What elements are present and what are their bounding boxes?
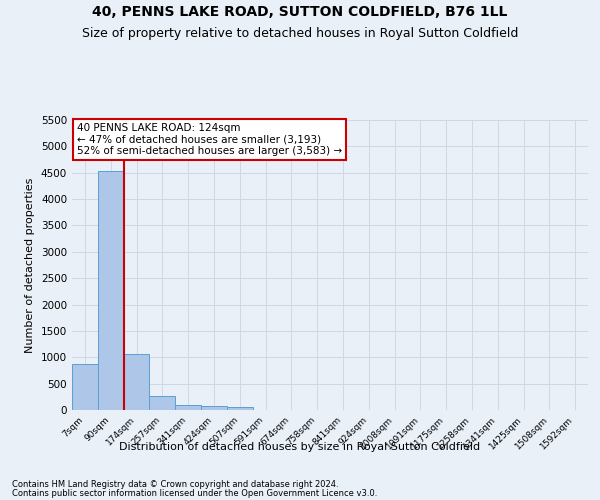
Bar: [175, 406, 201, 410]
Y-axis label: Number of detached properties: Number of detached properties: [25, 178, 35, 352]
Text: Distribution of detached houses by size in Royal Sutton Coldfield: Distribution of detached houses by size …: [119, 442, 481, 452]
Bar: [149, 396, 175, 410]
Bar: [98, 170, 124, 410]
Bar: [124, 354, 149, 410]
Text: 40, PENNS LAKE ROAD, SUTTON COLDFIELD, B76 1LL: 40, PENNS LAKE ROAD, SUTTON COLDFIELD, B…: [92, 5, 508, 19]
Bar: [227, 407, 253, 410]
Bar: [201, 406, 227, 410]
Text: Contains HM Land Registry data © Crown copyright and database right 2024.: Contains HM Land Registry data © Crown c…: [12, 480, 338, 489]
Text: Size of property relative to detached houses in Royal Sutton Coldfield: Size of property relative to detached ho…: [82, 28, 518, 40]
Text: 40 PENNS LAKE ROAD: 124sqm
← 47% of detached houses are smaller (3,193)
52% of s: 40 PENNS LAKE ROAD: 124sqm ← 47% of deta…: [77, 123, 342, 156]
Text: Contains public sector information licensed under the Open Government Licence v3: Contains public sector information licen…: [12, 489, 377, 498]
Bar: [72, 364, 98, 410]
